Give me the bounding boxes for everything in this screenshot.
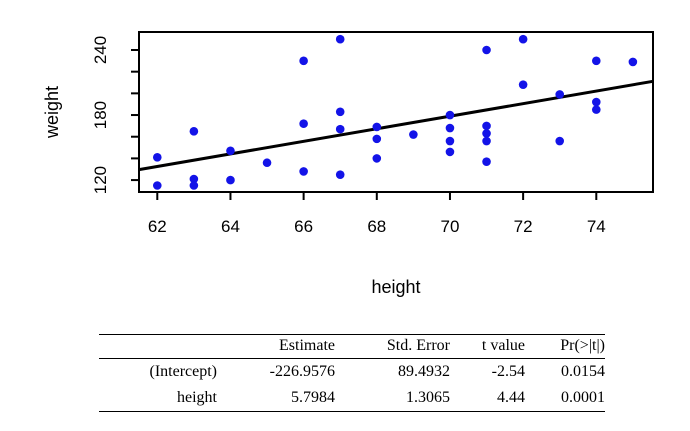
regression-table: Estimate Std. Error t value Pr(>|t|) (Inter…: [99, 334, 605, 412]
data-point: [518, 34, 528, 44]
table-header-cell: Pr(>|t|): [560, 337, 605, 354]
table-cell: -2.54: [491, 363, 525, 380]
regression-line: [138, 79, 654, 172]
data-point: [226, 175, 235, 185]
x-tick-label: 74: [587, 217, 606, 236]
data-point: [262, 158, 272, 168]
data-point: [591, 56, 601, 66]
y-tick-label: 120: [91, 166, 110, 194]
x-axis-title: height: [371, 277, 420, 297]
y-tick-label: 240: [91, 36, 110, 64]
table-header-row: Estimate Std. Error t value Pr(>|t|): [99, 334, 605, 359]
table-cell: 1.3065: [406, 389, 450, 406]
regression-table-header: Estimate Std. Error t value Pr(>|t|): [99, 334, 605, 359]
plot-box: [138, 31, 654, 193]
data-point: [335, 170, 345, 179]
data-point: [372, 122, 382, 132]
x-tick-label: 66: [294, 217, 313, 236]
data-point: [482, 129, 491, 138]
table-cell: (Intercept): [149, 363, 217, 380]
data-point: [445, 110, 455, 120]
data-point: [189, 181, 199, 190]
data-point: [372, 154, 382, 163]
data-point: [152, 153, 162, 162]
y-tick-label: 180: [91, 101, 110, 129]
data-point: [555, 136, 565, 146]
data-point: [299, 167, 308, 176]
data-point: [591, 97, 601, 107]
regression-table-body: (Intercept) -226.9576 89.4932 -2.54 0.0154 he…: [99, 359, 605, 412]
data-point: [189, 174, 199, 184]
table-row: (Intercept) -226.9576 89.4932 -2.54 0.0154: [99, 359, 605, 386]
data-point: [335, 107, 345, 117]
y-axis-title: weight: [42, 86, 62, 139]
data-point: [299, 56, 308, 66]
scatter-plot: 62 64 66 68 70 72 74 120 180 240 height weight: [42, 31, 654, 297]
data-point: [445, 147, 455, 157]
table-header-cell: Std. Error: [386, 337, 450, 354]
data-point: [445, 136, 455, 146]
data-point: [518, 80, 528, 89]
table-cell: 4.44: [497, 389, 525, 406]
data-point: [482, 136, 491, 146]
table-row: height 5.7984 1.3065 4.44 0.0001: [99, 385, 605, 412]
x-tick-label: 68: [367, 217, 386, 236]
table-header-cell: [99, 335, 217, 359]
data-point: [189, 126, 199, 136]
table-cell: -226.9576: [269, 363, 335, 380]
table-cell: height: [177, 389, 217, 406]
x-tick-label: 64: [221, 217, 240, 236]
data-point: [482, 157, 491, 166]
data-point: [591, 105, 601, 114]
data-point: [152, 181, 162, 190]
data-point: [445, 123, 455, 133]
data-point: [372, 134, 382, 144]
x-tick-label: 62: [148, 217, 167, 236]
table-cell: 0.0001: [561, 389, 605, 406]
table-cell: 0.0154: [561, 363, 605, 380]
data-point: [226, 146, 235, 156]
data-point: [335, 124, 345, 134]
table-cell: 89.4932: [398, 363, 450, 380]
data-point: [482, 121, 491, 131]
data-point: [482, 45, 491, 55]
x-tick-label: 70: [440, 217, 459, 236]
data-point: [299, 119, 308, 129]
table-cell: 5.7984: [291, 389, 335, 406]
table-header-cell: t value: [481, 337, 525, 354]
data-point: [555, 90, 565, 99]
data-point: [335, 34, 345, 44]
data-point: [409, 130, 418, 139]
table-header-cell: Estimate: [279, 337, 335, 354]
data-point: [628, 57, 638, 67]
x-tick-label: 72: [514, 217, 533, 236]
regression-summary: Estimate Std. Error t value Pr(>|t|) (Inter…: [99, 334, 605, 412]
